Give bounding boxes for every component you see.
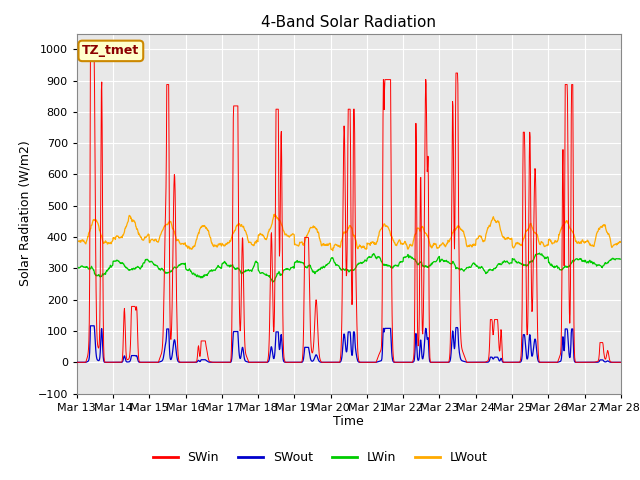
Text: TZ_tmet: TZ_tmet xyxy=(82,44,140,58)
Y-axis label: Solar Radiation (W/m2): Solar Radiation (W/m2) xyxy=(19,141,32,287)
Title: 4-Band Solar Radiation: 4-Band Solar Radiation xyxy=(261,15,436,30)
X-axis label: Time: Time xyxy=(333,415,364,429)
Legend: SWin, SWout, LWin, LWout: SWin, SWout, LWin, LWout xyxy=(147,446,493,469)
